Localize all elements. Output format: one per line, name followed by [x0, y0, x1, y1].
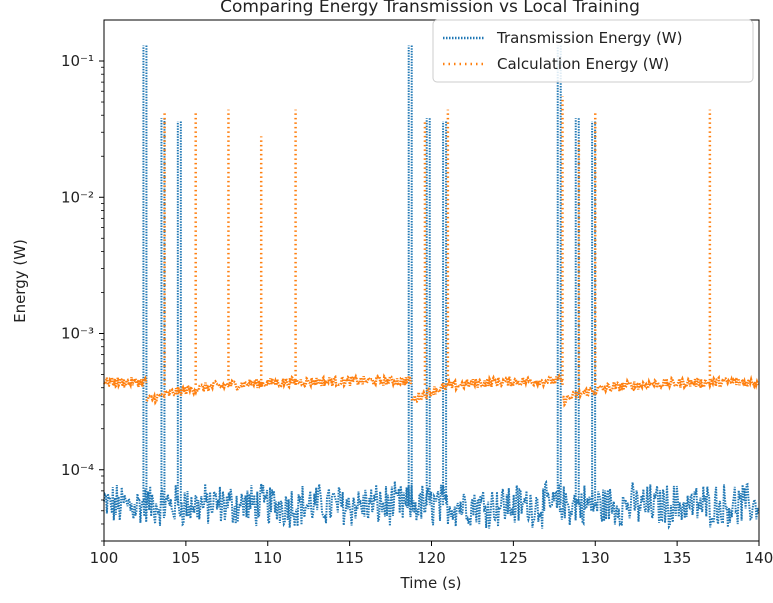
transmission-spike-4	[425, 118, 431, 506]
x-tick-label: 100	[90, 549, 119, 567]
calculation-series-segment-3	[562, 374, 760, 408]
plot-area	[103, 45, 760, 530]
y-tick-label: 10⁻³	[61, 325, 94, 343]
transmission-series-line	[103, 479, 760, 530]
x-tick-label: 115	[335, 549, 364, 567]
chart-title: Comparing Energy Transmission vs Local T…	[220, 0, 640, 17]
transmission-spike-1	[160, 118, 166, 506]
transmission-spike-5	[442, 121, 448, 506]
calculation-series-segment-2	[410, 371, 564, 404]
transmission-spike-8	[591, 121, 597, 506]
x-tick-label: 105	[172, 549, 201, 567]
legend-label-1: Calculation Energy (W)	[497, 55, 669, 73]
y-axis-label: Energy (W)	[11, 239, 29, 323]
x-tick-label: 140	[745, 549, 773, 567]
calculation-series-segment-0	[103, 374, 148, 391]
transmission-spike-6	[556, 45, 562, 506]
legend: Transmission Energy (W) Calculation Energ…	[432, 19, 754, 83]
plot-frame	[103, 19, 760, 542]
x-tick-label: 120	[417, 549, 446, 567]
y-tick-label: 10⁻¹	[61, 52, 94, 70]
transmission-spike-3	[407, 45, 413, 506]
y-tick-label: 10⁻⁴	[61, 461, 94, 479]
x-tick-label: 130	[581, 549, 610, 567]
transmission-spike-7	[574, 118, 580, 506]
x-axis-label: Time (s)	[400, 574, 462, 592]
x-axis: 100 105 110 115 120 125 130 135 140	[90, 541, 773, 567]
transmission-spike-0	[142, 45, 148, 506]
calculation-series-segment-1	[145, 372, 413, 406]
y-axis: 10⁻⁴ 10⁻³ 10⁻² 10⁻¹	[61, 52, 104, 542]
y-tick-label: 10⁻²	[61, 188, 94, 206]
transmission-spike-2	[176, 121, 182, 506]
x-tick-label: 125	[499, 549, 528, 567]
x-tick-label: 135	[663, 549, 692, 567]
x-tick-label: 110	[253, 549, 282, 567]
legend-box	[432, 19, 754, 83]
legend-label-0: Transmission Energy (W)	[496, 29, 683, 47]
